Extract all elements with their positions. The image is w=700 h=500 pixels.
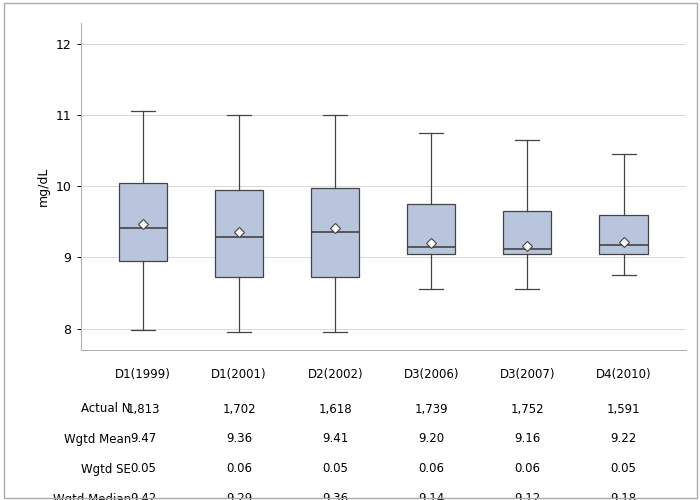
- Text: D3(2007): D3(2007): [500, 368, 555, 381]
- Text: 0.06: 0.06: [514, 462, 540, 475]
- Text: 1,591: 1,591: [607, 402, 640, 415]
- Text: D1(1999): D1(1999): [115, 368, 171, 381]
- Text: 0.06: 0.06: [226, 462, 252, 475]
- PathPatch shape: [599, 214, 648, 254]
- Text: 9.36: 9.36: [322, 492, 349, 500]
- Text: 9.18: 9.18: [610, 492, 636, 500]
- Text: D2(2002): D2(2002): [307, 368, 363, 381]
- Text: 9.41: 9.41: [322, 432, 349, 446]
- Text: 9.42: 9.42: [130, 492, 156, 500]
- Text: 9.12: 9.12: [514, 492, 540, 500]
- PathPatch shape: [312, 188, 359, 278]
- PathPatch shape: [407, 204, 455, 254]
- Text: Actual N: Actual N: [81, 402, 131, 415]
- PathPatch shape: [119, 182, 167, 261]
- Text: 1,702: 1,702: [223, 402, 256, 415]
- Text: 1,813: 1,813: [126, 402, 160, 415]
- Text: Wgtd Median: Wgtd Median: [52, 492, 131, 500]
- PathPatch shape: [503, 211, 552, 254]
- Text: 0.05: 0.05: [130, 462, 156, 475]
- Text: D1(2001): D1(2001): [211, 368, 267, 381]
- Text: D4(2010): D4(2010): [596, 368, 651, 381]
- Text: 9.47: 9.47: [130, 432, 156, 446]
- Text: 0.05: 0.05: [322, 462, 348, 475]
- Text: 9.14: 9.14: [418, 492, 444, 500]
- Text: 1,618: 1,618: [318, 402, 352, 415]
- Text: 0.06: 0.06: [419, 462, 444, 475]
- Text: 9.20: 9.20: [418, 432, 444, 446]
- Text: 1,739: 1,739: [414, 402, 448, 415]
- Text: 9.22: 9.22: [610, 432, 637, 446]
- Text: Wgtd SE: Wgtd SE: [81, 462, 131, 475]
- Text: D3(2006): D3(2006): [404, 368, 459, 381]
- Text: 9.16: 9.16: [514, 432, 540, 446]
- Text: 9.36: 9.36: [226, 432, 252, 446]
- Text: 0.05: 0.05: [610, 462, 636, 475]
- Text: Wgtd Mean: Wgtd Mean: [64, 432, 131, 446]
- Text: 1,752: 1,752: [510, 402, 544, 415]
- Y-axis label: mg/dL: mg/dL: [37, 166, 50, 206]
- Text: 9.29: 9.29: [226, 492, 252, 500]
- PathPatch shape: [215, 190, 263, 278]
